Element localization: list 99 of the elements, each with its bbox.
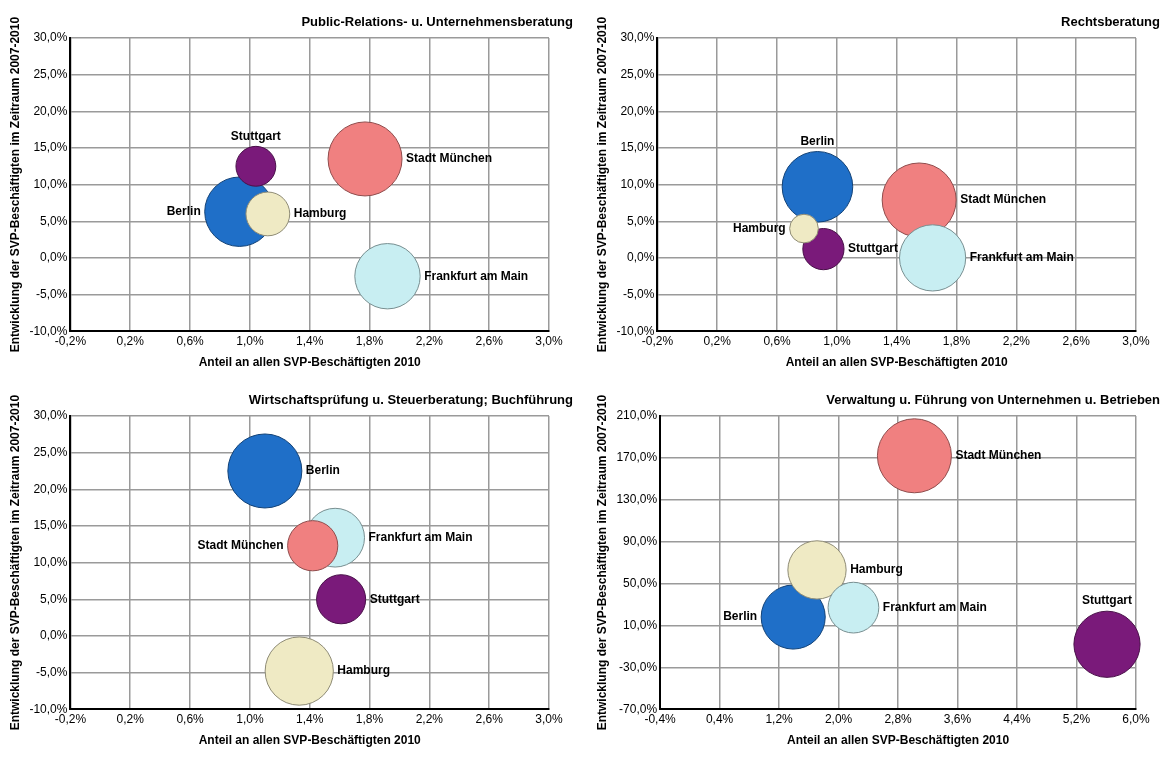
y-tick-label: -5,0% bbox=[36, 286, 68, 301]
y-tick-label: 25,0% bbox=[33, 66, 68, 81]
y-tick-label: 30,0% bbox=[620, 30, 655, 45]
y-tick-label: 170,0% bbox=[616, 450, 658, 465]
y-tick-label: 5,0% bbox=[627, 213, 655, 228]
y-tick-label: 0,0% bbox=[627, 250, 655, 265]
x-tick-label: 1,4% bbox=[883, 333, 911, 348]
x-axis-title: Anteil an allen SVP-Beschäftigten 2010 bbox=[785, 355, 1009, 370]
x-tick-label: 2,8% bbox=[884, 711, 913, 726]
x-tick-label: 1,8% bbox=[355, 711, 384, 726]
y-tick-label: 5,0% bbox=[40, 213, 68, 228]
y-tick-label: 10,0% bbox=[620, 176, 655, 191]
chart-title: Verwaltung u. Führung von Unternehmen u. Betrieben bbox=[826, 391, 1161, 407]
series-label: Stadt München bbox=[955, 448, 1042, 463]
x-tick-label: 1,0% bbox=[236, 333, 264, 348]
series-label: Berlin bbox=[166, 204, 201, 219]
y-tick-label: -5,0% bbox=[36, 664, 68, 679]
series-label: Berlin bbox=[305, 463, 340, 478]
x-tick-label: 2,0% bbox=[824, 711, 853, 726]
chart-title: Public-Relations- u. Unternehmensberatung bbox=[301, 13, 574, 29]
x-tick-label: 0,6% bbox=[176, 333, 205, 348]
y-tick-label: 30,0% bbox=[33, 30, 68, 45]
series-label: Stadt München bbox=[197, 538, 284, 553]
y-tick-label: -5,0% bbox=[623, 286, 655, 301]
y-tick-label: 25,0% bbox=[620, 66, 655, 81]
series-label: Frankfurt am Main bbox=[424, 268, 529, 283]
x-tick-label: 3,0% bbox=[535, 333, 563, 348]
x-tick-label: 2,2% bbox=[1002, 333, 1031, 348]
x-tick-label: 0,4% bbox=[705, 711, 734, 726]
y-tick-label: 10,0% bbox=[623, 617, 658, 632]
x-tick-label: 0,6% bbox=[763, 333, 792, 348]
x-tick-label: 0,2% bbox=[116, 711, 145, 726]
x-tick-label: 1,2% bbox=[765, 711, 794, 726]
x-tick-label: 5,2% bbox=[1062, 711, 1091, 726]
y-tick-label: 0,0% bbox=[40, 628, 68, 643]
series-label: Stuttgart bbox=[230, 128, 281, 143]
x-tick-label: 3,0% bbox=[535, 711, 563, 726]
x-tick-label: 1,4% bbox=[296, 333, 324, 348]
x-tick-label: 0,6% bbox=[176, 711, 205, 726]
y-tick-label: 5,0% bbox=[40, 591, 68, 606]
series-label: Frankfurt am Main bbox=[969, 250, 1074, 265]
y-tick-label: -10,0% bbox=[29, 701, 68, 716]
x-tick-label: 2,2% bbox=[415, 333, 444, 348]
series-label: Frankfurt am Main bbox=[368, 529, 473, 544]
chart-title: Rechtsberatung bbox=[1061, 13, 1161, 29]
series-label: Hamburg bbox=[732, 220, 786, 235]
series-label: Frankfurt am Main bbox=[882, 599, 987, 614]
y-tick-label: 15,0% bbox=[33, 140, 68, 155]
x-tick-label: 1,8% bbox=[355, 333, 384, 348]
y-tick-label: 210,0% bbox=[616, 408, 658, 423]
y-tick-label: -70,0% bbox=[619, 701, 658, 716]
x-tick-label: 6,0% bbox=[1122, 711, 1150, 726]
y-axis-title: Entwicklung der SVP-Beschäftigten im Zeitraum 2007-2010 bbox=[594, 394, 609, 731]
y-axis-title: Entwicklung der SVP-Beschäftigten im Zeitraum 2007-2010 bbox=[594, 16, 609, 353]
series-label: Stuttgart bbox=[1082, 593, 1132, 608]
series-label: Berlin bbox=[800, 133, 835, 148]
series-label: Hamburg bbox=[293, 206, 347, 221]
y-tick-label: 90,0% bbox=[623, 533, 658, 548]
x-tick-label: 3,0% bbox=[1122, 333, 1150, 348]
x-tick-label: 1,4% bbox=[296, 711, 324, 726]
series-label: Hamburg bbox=[337, 663, 391, 678]
y-tick-label: -30,0% bbox=[619, 659, 658, 674]
y-tick-label: 30,0% bbox=[33, 408, 68, 423]
y-axis-title: Entwicklung der SVP-Beschäftigten im Zeitraum 2007-2010 bbox=[7, 394, 22, 731]
x-tick-label: 2,6% bbox=[475, 711, 504, 726]
y-tick-label: -10,0% bbox=[29, 323, 68, 338]
y-tick-label: 10,0% bbox=[33, 176, 68, 191]
series-label: Stuttgart bbox=[848, 241, 899, 256]
series-label: Stadt München bbox=[406, 151, 493, 166]
series-label: Stadt München bbox=[960, 192, 1047, 207]
x-tick-label: 1,0% bbox=[823, 333, 851, 348]
x-tick-label: 3,6% bbox=[943, 711, 972, 726]
y-tick-label: -10,0% bbox=[616, 323, 655, 338]
x-tick-label: 1,8% bbox=[942, 333, 971, 348]
series-label: Stuttgart bbox=[369, 591, 420, 606]
series-label: Hamburg bbox=[850, 562, 903, 577]
y-tick-label: 15,0% bbox=[620, 140, 655, 155]
x-tick-label: 2,2% bbox=[415, 711, 444, 726]
y-tick-label: 25,0% bbox=[33, 444, 68, 459]
y-tick-label: 15,0% bbox=[33, 518, 68, 533]
chart-title: Wirtschaftsprüfung u. Steuerberatung; Buchführung bbox=[248, 391, 574, 407]
y-axis-title: Entwicklung der SVP-Beschäftigten im Zeitraum 2007-2010 bbox=[7, 16, 22, 353]
y-tick-label: 0,0% bbox=[40, 250, 68, 265]
x-tick-label: 1,0% bbox=[236, 711, 264, 726]
x-tick-label: 2,6% bbox=[1062, 333, 1091, 348]
x-axis-title: Anteil an allen SVP-Beschäftigten 2010 bbox=[198, 355, 422, 370]
x-tick-label: 0,2% bbox=[116, 333, 145, 348]
y-tick-label: 10,0% bbox=[33, 554, 68, 569]
series-label: Berlin bbox=[723, 609, 758, 624]
x-tick-label: 2,6% bbox=[475, 333, 504, 348]
y-tick-label: 20,0% bbox=[33, 481, 68, 496]
x-axis-title: Anteil an allen SVP-Beschäftigten 2010 bbox=[787, 733, 1010, 748]
y-tick-label: 20,0% bbox=[33, 103, 68, 118]
y-tick-label: 130,0% bbox=[616, 492, 658, 507]
y-tick-label: 20,0% bbox=[620, 103, 655, 118]
x-tick-label: 4,4% bbox=[1003, 711, 1032, 726]
y-tick-label: 50,0% bbox=[623, 575, 658, 590]
x-axis-title: Anteil an allen SVP-Beschäftigten 2010 bbox=[198, 733, 422, 748]
x-tick-label: 0,2% bbox=[703, 333, 732, 348]
